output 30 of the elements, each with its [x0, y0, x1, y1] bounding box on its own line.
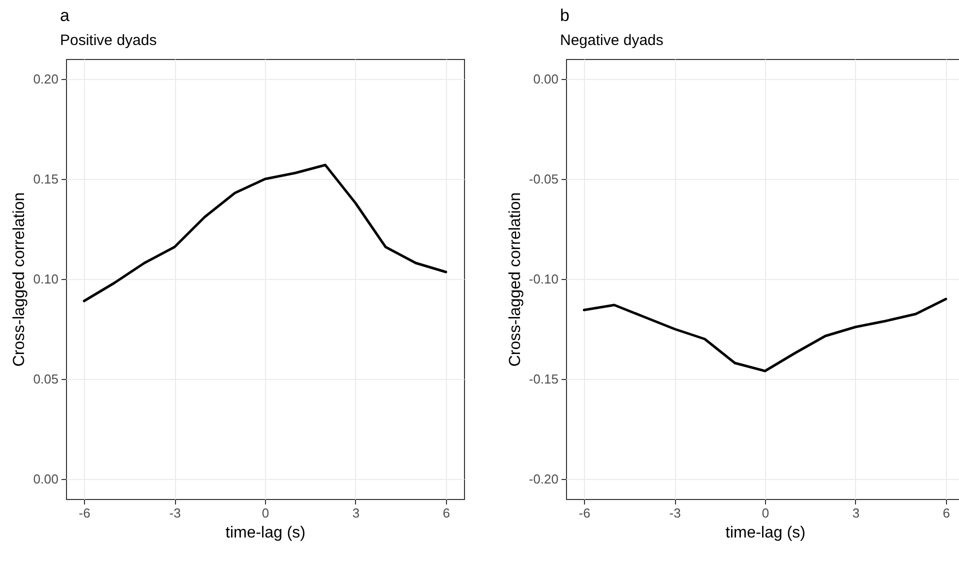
y-axis-title: Cross-lagged correlation: [506, 192, 524, 367]
x-tick-label: 0: [262, 506, 270, 520]
y-tick-label: 0.10: [33, 272, 58, 286]
x-axis-title: time-lag (s): [725, 524, 806, 542]
line-series: [82, 164, 448, 302]
x-tick-label: -3: [669, 506, 681, 520]
y-tick-label: -0.10: [528, 272, 558, 286]
y-tick-label: 0.00: [33, 472, 58, 486]
x-tick-label: 0: [762, 506, 770, 520]
chart-title: a: [60, 6, 70, 25]
chart-subtitle: Negative dyads: [560, 32, 664, 49]
chart-title: b: [560, 6, 570, 25]
line-series: [582, 298, 948, 372]
y-tick-label: -0.15: [528, 372, 558, 386]
y-tick-label: -0.20: [528, 472, 558, 486]
y-tick-label: 0.20: [33, 72, 58, 86]
x-tick-label: 6: [442, 506, 450, 520]
y-axis-title: Cross-lagged correlation: [11, 192, 28, 367]
y-tick-label: 0.15: [33, 172, 58, 186]
x-axis-title: time-lag (s): [225, 524, 306, 542]
x-tick-label: -6: [578, 506, 590, 520]
chart-subtitle: Positive dyads: [60, 32, 157, 49]
y-tick-label: -0.05: [528, 172, 558, 186]
x-tick-label: -6: [78, 506, 90, 520]
x-tick-label: -3: [169, 506, 181, 520]
x-tick-label: 6: [942, 506, 950, 520]
y-tick-label: 0.00: [533, 72, 558, 86]
x-tick-label: 3: [352, 506, 360, 520]
y-tick-label: 0.05: [33, 372, 58, 386]
x-tick-label: 3: [852, 506, 860, 520]
